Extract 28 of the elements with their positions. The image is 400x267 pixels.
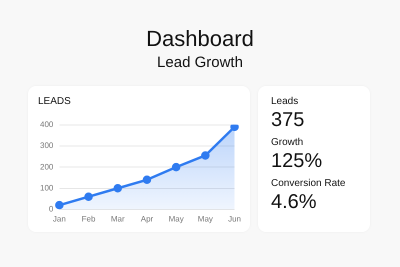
text: Leads [271,95,300,108]
chart-title: Dashboard [145,26,255,52]
point [142,176,152,184]
x-tick-label: Mar [110,214,125,224]
y-tick-label: 400 [40,120,54,130]
point [172,162,180,172]
text: 375 [271,108,306,132]
y-tick-label: 100 [40,183,54,192]
text: 125% [271,149,324,173]
point [114,184,122,192]
point [55,200,64,210]
text: Conversion Rate [271,177,346,190]
chart-subtitle: Lead Growth [156,54,244,71]
point [230,124,239,132]
y-tick-label: 200 [40,162,54,172]
x-tick-label: Jan [52,214,66,224]
y-axis-title: LEADS [38,96,71,107]
x-tick-label: May [198,214,213,224]
text: Growth [271,136,304,149]
text: 4.6% [271,190,318,214]
x-tick-label: Feb [82,214,96,224]
point [84,192,93,201]
x-tick-label: Apr [140,214,154,224]
x-tick-label: May [168,214,184,224]
y-tick-label: 300 [40,141,54,150]
point [201,151,210,160]
x-tick-label: Jun [228,214,242,224]
y-tick-label: 0 [48,204,54,214]
